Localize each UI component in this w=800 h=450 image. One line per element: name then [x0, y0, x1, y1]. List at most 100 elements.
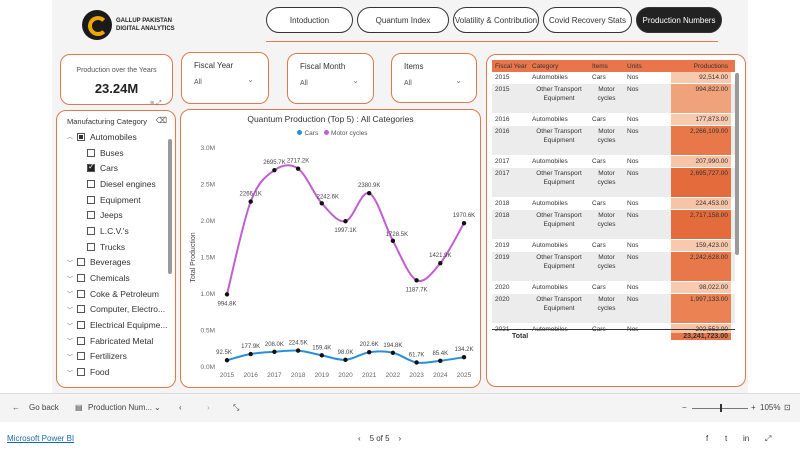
table-cell-category: Other Transport Equipment [536, 254, 582, 270]
table-cell-units: Nos [627, 128, 639, 135]
data-label: 85.4K [432, 351, 448, 357]
table-scrollbar[interactable] [735, 73, 739, 255]
chevron-down-icon[interactable]: ﹀ [66, 339, 73, 346]
checkbox[interactable] [77, 289, 85, 298]
checkbox[interactable] [77, 274, 85, 283]
nav-quantum-index-button[interactable]: Quantum Index [357, 7, 449, 33]
line-chart-card: Quantum Production (Top 5) : All Categor… [180, 109, 481, 388]
checkbox[interactable] [87, 162, 95, 173]
chevron-down-icon[interactable]: ⌄ [352, 76, 359, 85]
checkbox[interactable] [77, 132, 85, 141]
table-cell-item: Cars [592, 158, 606, 165]
data-label: 2695.7K [263, 160, 285, 166]
checkbox[interactable] [77, 321, 85, 330]
header-items[interactable]: Items [592, 62, 608, 70]
fiscal-year-slicer[interactable]: Fiscal Year All ⌄ [181, 52, 269, 104]
power-bi-link[interactable]: Microsoft Power BI [7, 434, 75, 443]
fullscreen-icon[interactable]: ⤢ [765, 434, 772, 443]
checkbox[interactable] [87, 242, 95, 251]
checkbox[interactable] [87, 211, 95, 220]
checkbox[interactable] [77, 258, 85, 267]
nav-covid-recovery-button[interactable]: Covid Recovery Stats [543, 7, 632, 33]
y-tick-label: 1.0M [201, 291, 215, 298]
items-slicer[interactable]: Items All ⌄ [391, 53, 477, 103]
eraser-icon[interactable]: ⌫ [155, 116, 167, 125]
checkbox[interactable] [77, 352, 85, 361]
zoom-slider-thumb[interactable] [720, 404, 722, 412]
checkbox[interactable] [87, 148, 95, 157]
chevron-down-icon[interactable]: ⌄ [154, 403, 161, 412]
category-item[interactable]: Trucks [65, 239, 173, 255]
table-cell-units: Nos [627, 74, 639, 81]
checkbox[interactable] [87, 226, 95, 235]
nav-production-numbers-button[interactable]: Production Numbers [636, 7, 722, 33]
table-cell-category: Automobiles [532, 200, 568, 207]
linkedin-icon[interactable]: in [743, 434, 750, 443]
category-item[interactable]: ﹀ Food [65, 364, 173, 380]
kpi-value: 23.24M [94, 81, 139, 96]
kpi-label: Production over the Years [76, 67, 157, 74]
visual-header-icons[interactable]: ≡ ⤢ [150, 100, 162, 107]
category-item[interactable]: ﹀ Fertilizers [65, 349, 173, 365]
checkbox[interactable] [87, 195, 95, 204]
chevron-down-icon[interactable]: ﹀ [66, 292, 73, 299]
facebook-icon[interactable]: f [706, 434, 709, 443]
header-category[interactable]: Category [532, 62, 559, 70]
checkbox[interactable] [77, 305, 85, 314]
chevron-down-icon[interactable]: ﹀ [66, 276, 73, 283]
category-item[interactable]: ﹀ Electrical Equipme... [65, 317, 173, 333]
fit-page-icon[interactable]: ⊡ [784, 403, 791, 412]
data-label: 159.4K [312, 345, 331, 351]
data-point [295, 166, 301, 171]
zoom-in-icon[interactable]: + [751, 403, 756, 412]
data-label: 61.7K [409, 352, 425, 358]
category-item[interactable]: Equipment [65, 192, 173, 208]
data-label: 1728.5K [386, 232, 408, 238]
category-item[interactable]: Cars [65, 160, 173, 176]
previous-page-icon[interactable]: ‹ [179, 403, 182, 412]
category-item[interactable]: ﹀ Fabricated Metal [65, 333, 173, 349]
category-item[interactable]: ﹀ Coke & Petroleum [65, 286, 173, 302]
category-item[interactable]: ︿ Automobiles [65, 129, 173, 145]
category-item[interactable]: ﹀ Chemicals [65, 270, 173, 286]
go-back-button[interactable]: Go back [29, 403, 59, 412]
data-label: 134.2K [454, 347, 473, 353]
chevron-up-icon[interactable]: ︿ [66, 135, 73, 142]
fiscal-month-slicer[interactable]: Fiscal Month All ⌄ [287, 53, 374, 104]
data-point [272, 349, 277, 355]
category-item[interactable]: Jeeps [65, 207, 173, 223]
category-item[interactable]: L.C.V.'s [65, 223, 173, 239]
scrollbar[interactable] [168, 139, 172, 274]
category-item[interactable]: ﹀ Computer, Electro... [65, 302, 173, 318]
header-fiscal-year[interactable]: Fiscal Year [495, 62, 527, 70]
chevron-down-icon[interactable]: ﹀ [66, 323, 73, 330]
chevron-down-icon[interactable]: ﹀ [66, 370, 73, 377]
checkbox[interactable] [77, 368, 85, 377]
header-units[interactable]: Units [627, 62, 642, 70]
page-tab[interactable]: Production Num... [88, 403, 153, 412]
chevron-down-icon[interactable]: ⌄ [247, 75, 254, 84]
category-item[interactable]: ﹀ Beverages [65, 255, 173, 271]
category-item[interactable]: Buses [65, 145, 173, 161]
collapse-icon[interactable]: ⤡ [233, 403, 240, 412]
twitter-icon[interactable]: t [725, 434, 728, 443]
zoom-out-icon[interactable]: − [682, 403, 687, 412]
next-page-icon[interactable]: › [398, 434, 402, 443]
checkbox[interactable] [77, 336, 85, 345]
category-item-label: Jeeps [100, 210, 123, 221]
x-tick-label: 2021 [362, 372, 377, 379]
chevron-down-icon[interactable]: ⌄ [455, 76, 462, 85]
chevron-down-icon[interactable]: ﹀ [66, 307, 73, 314]
next-page-icon[interactable]: › [207, 403, 210, 412]
checkbox[interactable] [87, 179, 95, 188]
header-productions[interactable]: Productions [693, 62, 728, 70]
back-arrow-icon[interactable]: ← [12, 403, 20, 412]
nav-introduction-button[interactable]: Intoduction [266, 7, 353, 33]
chevron-down-icon[interactable]: ﹀ [66, 354, 73, 361]
x-tick-label: 2019 [315, 372, 330, 379]
chevron-down-icon[interactable]: ﹀ [66, 260, 73, 267]
nav-volatility-button[interactable]: Volatility & Contribution [453, 7, 539, 33]
table-cell-item: Cars [592, 200, 606, 207]
prev-page-icon[interactable]: ‹ [358, 434, 361, 443]
category-item[interactable]: Diesel engines [65, 176, 173, 192]
